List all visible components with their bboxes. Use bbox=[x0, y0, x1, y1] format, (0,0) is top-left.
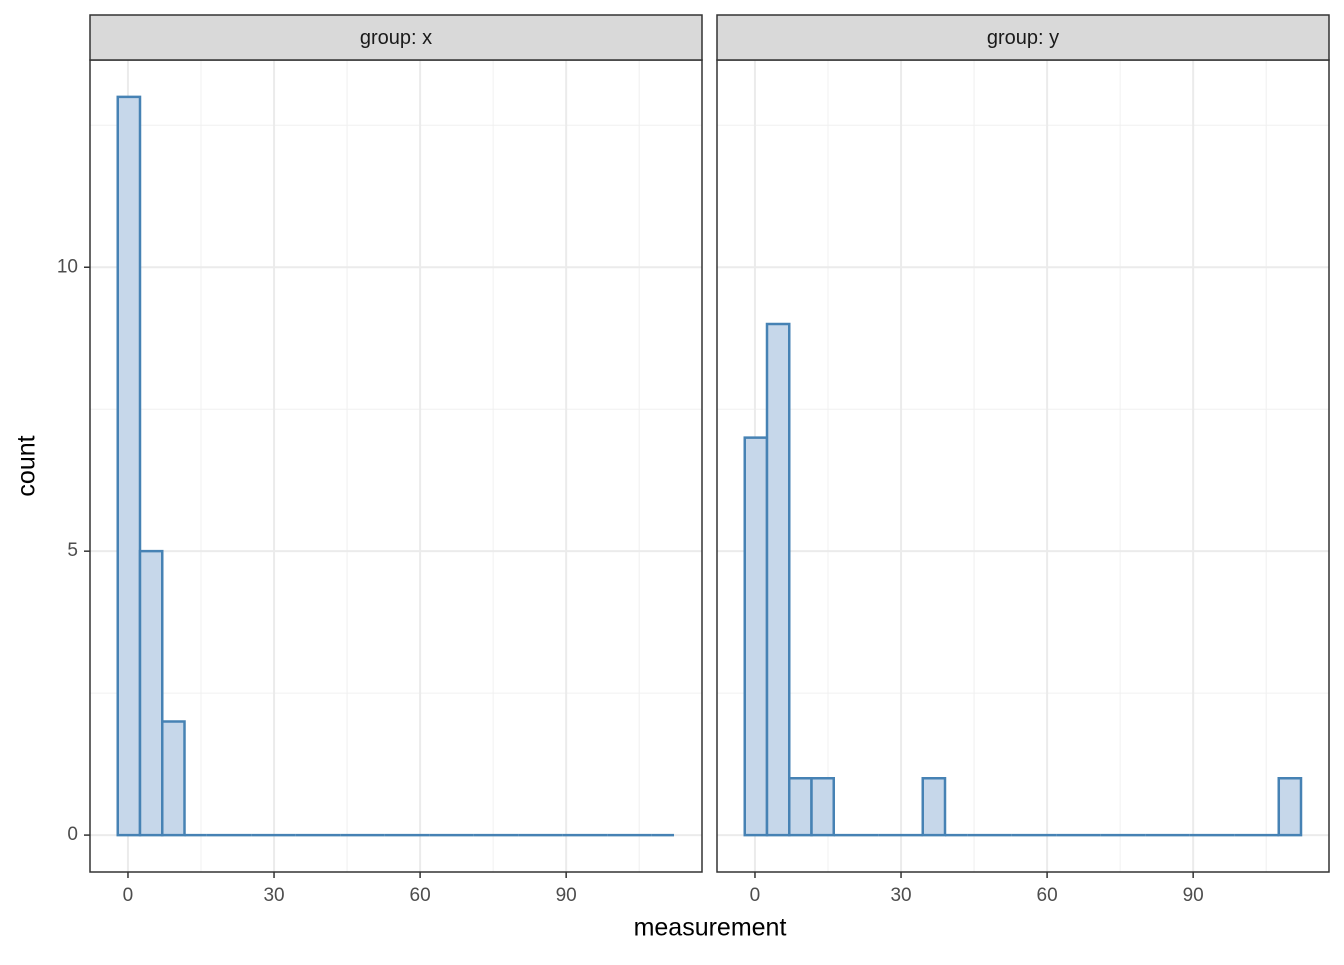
x-tick-label: 60 bbox=[1037, 885, 1058, 906]
bar bbox=[810, 777, 836, 837]
y-tick-label: 0 bbox=[67, 824, 78, 845]
panel-background bbox=[90, 60, 702, 872]
x-tick-label: 0 bbox=[123, 885, 134, 906]
y-axis-title: count bbox=[13, 435, 41, 496]
bar bbox=[765, 322, 791, 837]
bar bbox=[116, 95, 142, 837]
x-tick-label: 60 bbox=[410, 885, 431, 906]
x-tick-label: 30 bbox=[263, 885, 284, 906]
bar bbox=[921, 777, 947, 837]
x-tick-label: 90 bbox=[1183, 885, 1204, 906]
y-tick-label: 10 bbox=[57, 256, 78, 277]
strip bbox=[89, 14, 703, 61]
strip-title: group: x bbox=[360, 27, 432, 49]
bar bbox=[1277, 777, 1303, 837]
panel-background bbox=[717, 60, 1329, 872]
bar bbox=[788, 777, 813, 837]
bar bbox=[161, 720, 186, 837]
x-tick-label: 30 bbox=[890, 885, 911, 906]
strip bbox=[716, 14, 1330, 61]
bar bbox=[138, 549, 164, 837]
strip-title: group: y bbox=[987, 27, 1059, 49]
x-tick-label: 90 bbox=[556, 885, 577, 906]
bar bbox=[743, 436, 769, 837]
x-tick-label: 0 bbox=[750, 885, 761, 906]
x-axis-title: measurement bbox=[634, 914, 787, 942]
y-tick-label: 5 bbox=[67, 540, 78, 561]
